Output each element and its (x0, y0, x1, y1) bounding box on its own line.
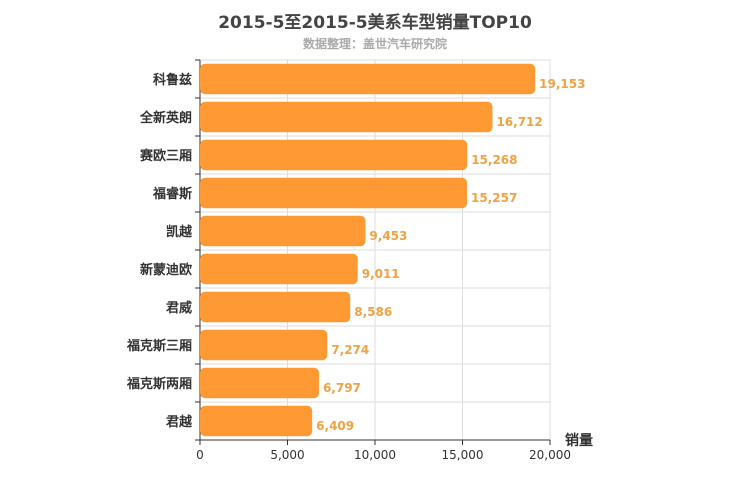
bar (200, 367, 319, 399)
bar (200, 329, 328, 361)
data-label: 19,153 (539, 77, 585, 91)
data-label: 6,409 (316, 419, 354, 433)
chart-title: 2015-5至2015-5美系车型销量TOP10 (218, 13, 532, 33)
data-label: 8,586 (354, 305, 392, 319)
x-tick-label: 0 (196, 448, 204, 462)
bar (200, 253, 358, 285)
category-label: 福克斯三厢 (126, 338, 192, 354)
x-tick-label: 15,000 (442, 448, 484, 462)
data-label: 15,257 (471, 191, 517, 205)
bar (200, 405, 313, 437)
bar (200, 63, 536, 95)
x-tick-label: 5,000 (270, 448, 304, 462)
category-label: 科鲁兹 (153, 72, 192, 88)
category-label: 福克斯两厢 (126, 376, 192, 392)
data-label: 16,712 (496, 115, 542, 129)
category-label: 全新英朗 (139, 110, 192, 126)
data-label: 15,268 (471, 153, 517, 167)
category-label: 赛欧三厢 (139, 148, 192, 164)
data-label: 6,797 (323, 381, 361, 395)
bar (200, 291, 351, 323)
data-label: 9,011 (362, 267, 400, 281)
bar (200, 101, 493, 133)
category-label: 君威 (166, 300, 192, 316)
category-label: 君越 (166, 414, 193, 430)
chart-subtitle: 数据整理：盖世汽车研究院 (302, 37, 447, 51)
x-tick-label: 10,000 (354, 448, 396, 462)
x-axis-title: 销量 (565, 432, 593, 449)
data-label: 9,453 (369, 229, 407, 243)
category-label: 新蒙迪欧 (140, 262, 192, 278)
data-label: 7,274 (331, 343, 369, 357)
bar (200, 215, 366, 247)
category-label: 凯越 (166, 224, 193, 240)
x-tick-label: 20,000 (529, 448, 571, 462)
bar (200, 177, 467, 209)
category-label: 福睿斯 (152, 186, 192, 202)
bar (200, 139, 468, 171)
